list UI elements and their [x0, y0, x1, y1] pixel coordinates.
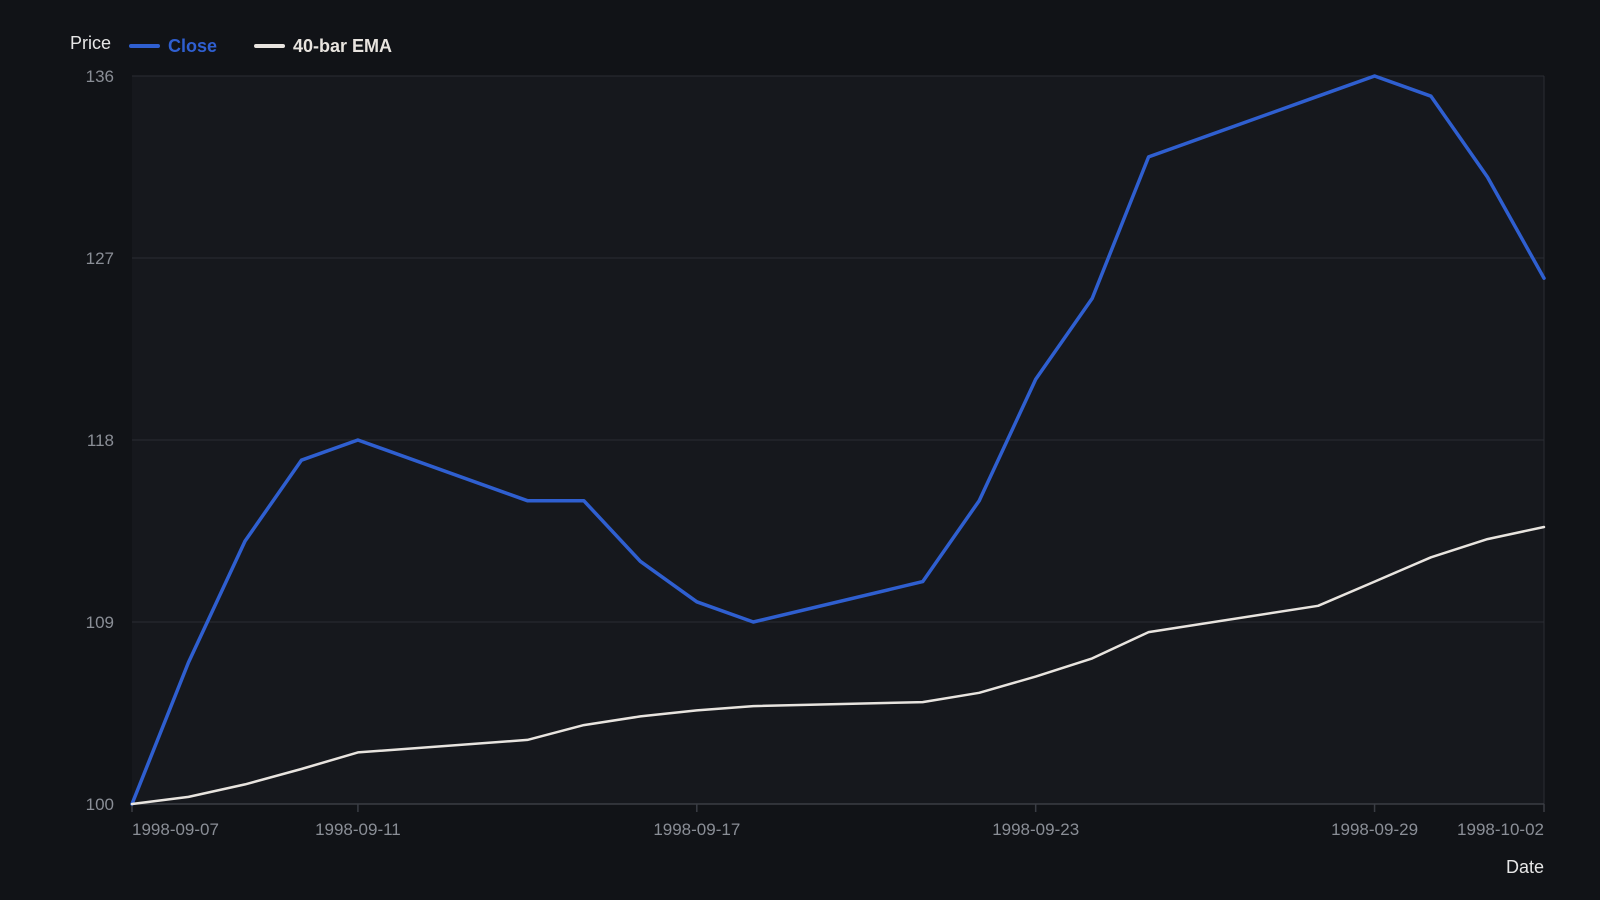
x-tick-label: 1998-09-07	[132, 820, 219, 839]
legend-label-ema: 40-bar EMA	[293, 36, 392, 56]
x-axis-title: Date	[1506, 857, 1544, 877]
y-tick-label: 100	[86, 795, 114, 814]
grid-lines	[132, 75, 1545, 804]
x-tick-label: 1998-09-29	[1331, 820, 1418, 839]
y-tick-label: 118	[87, 431, 114, 450]
x-tick-label: 1998-09-17	[653, 820, 740, 839]
x-tick-label: 1998-09-23	[992, 820, 1079, 839]
y-tick-label: 136	[86, 67, 114, 86]
x-tick-label: 1998-09-11	[315, 820, 401, 839]
ema-series-line	[130, 525, 1546, 806]
axes: 100 109 118 127 136 1998-09-07 1998-09-11 1998-…	[86, 67, 1545, 839]
y-axis-title: Price	[70, 33, 111, 53]
x-tick-label: 1998-10-02	[1457, 820, 1544, 839]
legend-label-close: Close	[168, 36, 217, 56]
close-series-line	[130, 74, 1546, 806]
y-tick-label: 109	[86, 613, 114, 632]
series-lines	[130, 74, 1546, 806]
y-tick-label: 127	[86, 249, 114, 268]
legend: Close 40-bar EMA	[129, 36, 392, 56]
